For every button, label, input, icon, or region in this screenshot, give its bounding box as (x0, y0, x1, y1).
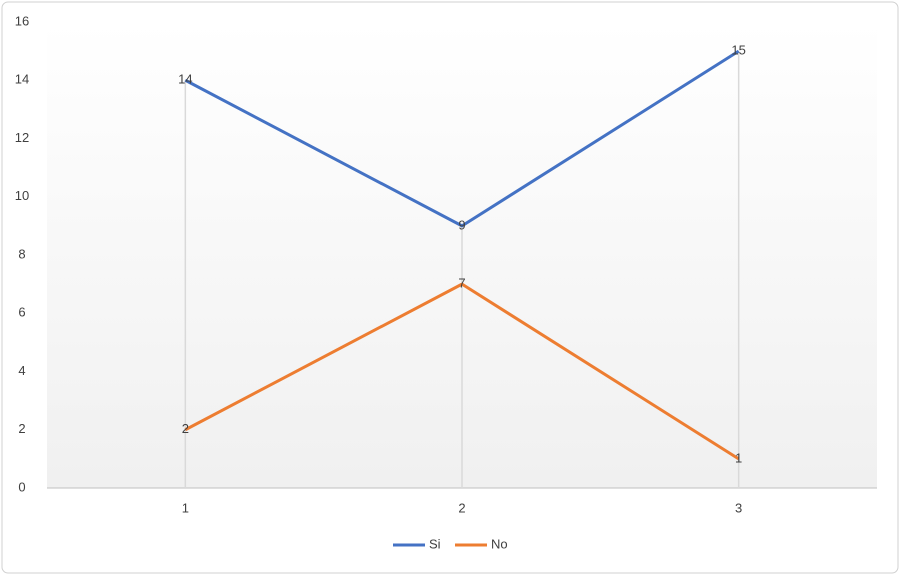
y-tick-label: 12 (15, 130, 29, 145)
data-label: 2 (182, 421, 189, 436)
data-label: 7 (458, 276, 465, 291)
y-tick-label: 10 (15, 188, 29, 203)
data-label: 1 (735, 450, 742, 465)
series-line (184, 49, 740, 228)
legend-label: No (491, 536, 508, 551)
y-tick-label: 0 (18, 479, 25, 494)
series-line (184, 282, 740, 461)
x-tick-label: 3 (735, 500, 742, 515)
y-tick-label: 14 (15, 72, 29, 87)
y-tick-label: 4 (18, 363, 25, 378)
data-label: 15 (731, 43, 745, 58)
x-tick-label: 2 (458, 500, 465, 515)
y-tick-label: 6 (18, 305, 25, 320)
legend-label: Si (429, 536, 441, 551)
y-tick-label: 8 (18, 246, 25, 261)
y-tick-label: 2 (18, 421, 25, 436)
x-tick-label: 1 (182, 500, 189, 515)
data-label: 14 (178, 72, 192, 87)
data-label: 9 (458, 217, 465, 232)
y-tick-label: 16 (15, 13, 29, 28)
